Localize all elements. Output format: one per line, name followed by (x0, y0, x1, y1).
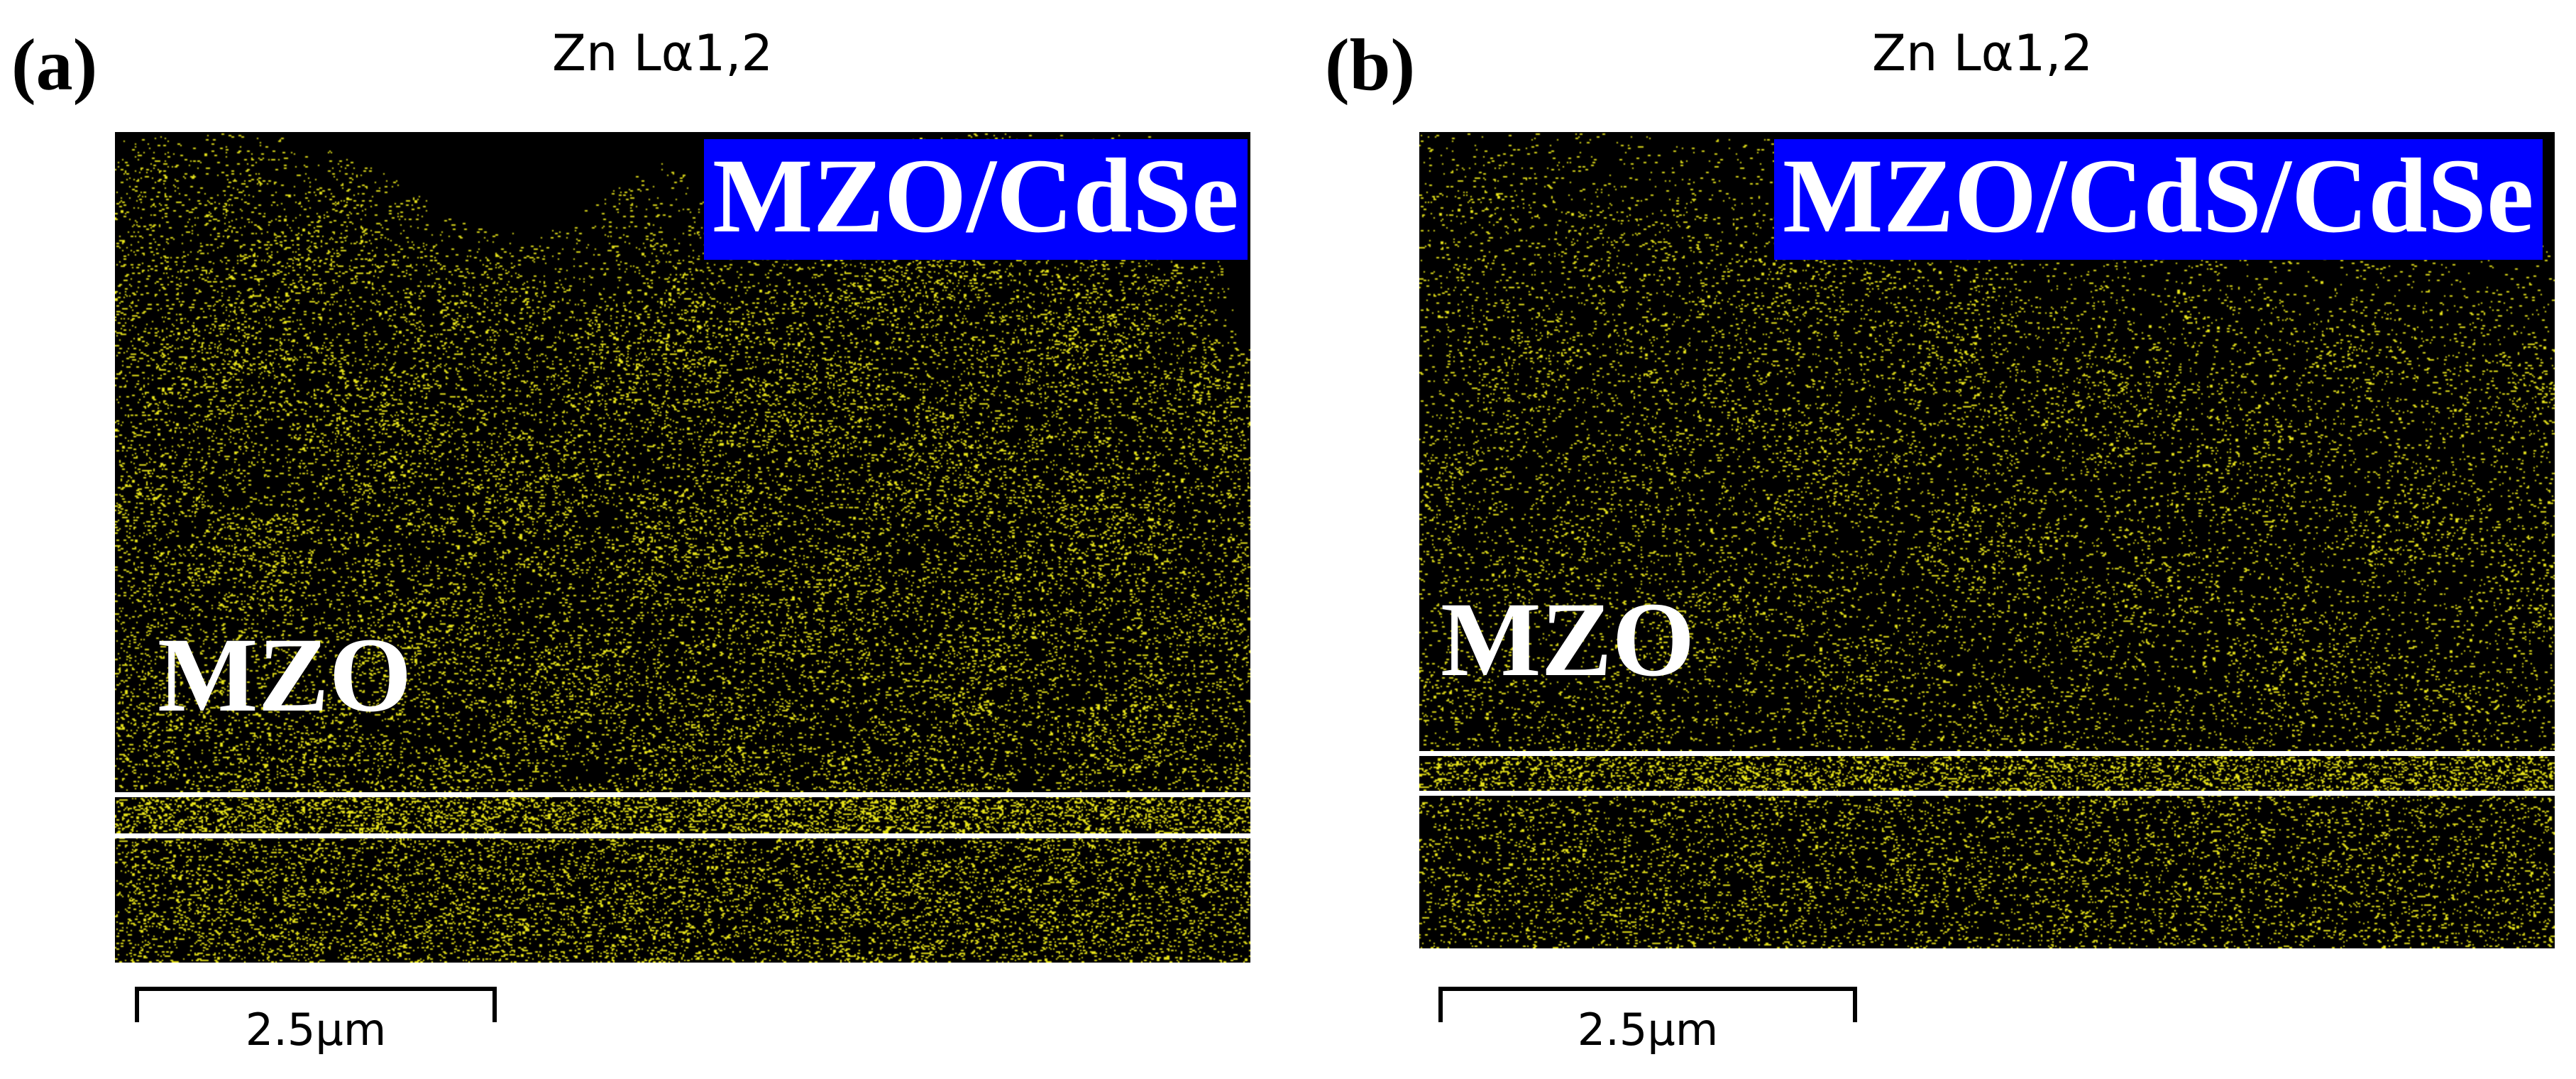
scale-bar-label: 2.5μm (245, 1004, 387, 1056)
scale-bar-label: 2.5μm (1577, 1004, 1719, 1056)
panel-a: (a) Zn Lα1,2 MZO/CdSe MZO 2.5μm (11, 24, 1250, 1056)
panel-letter: (a) (11, 24, 98, 106)
interface-line-bottom (1419, 791, 2555, 796)
zn-distribution-dots (115, 132, 1250, 963)
map-title: Zn Lα1,2 (1872, 24, 2093, 82)
eds-map-image: MZO/CdS/CdSe MZO (1419, 132, 2555, 948)
sample-label: MZO/CdSe (704, 139, 1248, 260)
eds-map-image: MZO/CdSe MZO (115, 132, 1250, 963)
interface-line-top (1419, 751, 2555, 756)
layer-label: MZO (158, 616, 412, 734)
scale-bar (135, 987, 497, 1022)
scale-bar (1438, 987, 1857, 1022)
layer-label: MZO (1441, 581, 1695, 699)
interface-line-bottom (115, 833, 1250, 838)
zn-distribution-dots (1419, 132, 2555, 948)
panel-b: (b) Zn Lα1,2 MZO/CdS/CdSe MZO 2.5μm (1288, 0, 2576, 1079)
sample-label: MZO/CdS/CdSe (1774, 139, 2543, 260)
map-title: Zn Lα1,2 (552, 24, 774, 82)
panel-letter: (b) (1325, 24, 1416, 106)
interface-line-top (115, 792, 1250, 797)
